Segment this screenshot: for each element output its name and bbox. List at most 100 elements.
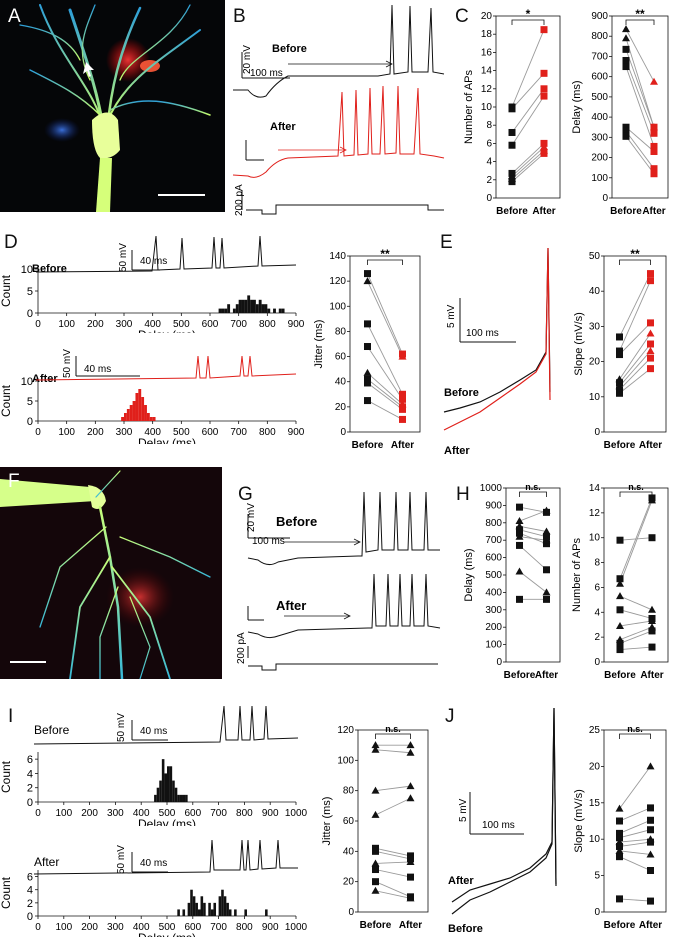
point-before xyxy=(508,105,516,113)
pair-line xyxy=(619,898,651,902)
point-after xyxy=(647,277,654,285)
chart-i-jitter: 0 20 40 60 80 100 120 Jitter (ms) Before After n.s… xyxy=(321,724,429,931)
significance-label: n.s. xyxy=(525,482,541,492)
traces-g: 20 mV 100 ms Before After 200 pA xyxy=(236,491,441,671)
y-tick-label: 200 xyxy=(485,622,502,633)
pair-line xyxy=(619,368,651,394)
scalebar-i-t-label: 40 ms xyxy=(140,726,167,737)
y-axis-label: Jitter (ms) xyxy=(321,797,333,846)
point-after xyxy=(399,390,406,398)
trace-d-before xyxy=(35,235,297,273)
point-after xyxy=(650,123,658,131)
hist-bar xyxy=(208,902,211,916)
hist-bar xyxy=(169,766,173,802)
x-tick-label-before: Before xyxy=(360,920,392,931)
hist-i-before: 0 2 4 6 0 100 200 300 400 500 600 700 800 900 1000 Dela… xyxy=(0,752,308,826)
trace-i-before xyxy=(33,705,299,745)
hist-bar xyxy=(177,909,180,916)
hist-bar xyxy=(149,417,153,421)
x-tick-label: 200 xyxy=(87,427,104,438)
point-after xyxy=(406,857,415,865)
x-tick-label: 500 xyxy=(173,427,190,438)
y-tick-label: 700 xyxy=(485,535,502,546)
point-after xyxy=(406,748,415,756)
significance-bracket xyxy=(519,491,547,497)
y-tick-label: 120 xyxy=(329,276,346,287)
pair-line xyxy=(375,890,411,899)
point-before xyxy=(616,834,623,842)
plot-frame xyxy=(349,255,421,433)
point-after xyxy=(647,897,654,905)
pair-line xyxy=(367,382,403,410)
y-tick-label: 0 xyxy=(27,797,33,809)
y-tick-label: 140 xyxy=(329,251,346,262)
x-tick-label-before: Before xyxy=(496,206,528,217)
pair-line xyxy=(619,595,653,611)
point-before xyxy=(616,575,624,583)
x-tick-label: 700 xyxy=(210,808,227,819)
point-after xyxy=(406,794,415,802)
x-tick-label: 0 xyxy=(35,427,41,438)
panel-label-c: C xyxy=(455,6,469,27)
x-tick-label: 400 xyxy=(144,319,161,330)
point-before xyxy=(622,63,630,71)
pair-line xyxy=(375,881,411,898)
y-tick-label: 80 xyxy=(343,786,355,797)
g-before-label: Before xyxy=(276,514,317,529)
significance-label: n.s. xyxy=(627,724,643,734)
x-tick-label: 900 xyxy=(288,427,305,438)
point-before xyxy=(515,567,524,575)
e-before-label: Before xyxy=(444,387,479,399)
point-before xyxy=(372,866,379,874)
point-before xyxy=(622,123,630,131)
point-after xyxy=(542,506,551,514)
point-after xyxy=(540,26,548,34)
point-after xyxy=(543,566,550,574)
hist-bar xyxy=(244,299,248,313)
pair-line xyxy=(519,545,547,571)
point-after xyxy=(650,165,658,173)
pair-line xyxy=(625,130,655,169)
pair-line xyxy=(619,626,653,641)
panel-label-e: E xyxy=(440,232,453,253)
pair-line xyxy=(511,88,545,133)
hist-bar xyxy=(218,308,222,313)
y-tick-label: 10 xyxy=(21,376,33,388)
y-tick-label: 400 xyxy=(485,587,502,598)
hist-bar xyxy=(255,304,259,313)
point-after xyxy=(543,595,550,603)
pair-line xyxy=(519,510,547,522)
x-tick-label: 400 xyxy=(133,922,150,933)
hist-bar xyxy=(135,393,139,421)
pair-line xyxy=(625,126,655,152)
y-tick-label: 10 xyxy=(589,834,601,845)
hist-bar xyxy=(278,308,282,313)
hist-bar xyxy=(161,759,165,802)
hist-bar xyxy=(152,417,156,421)
point-before xyxy=(364,343,371,351)
x-tick-label-after: After xyxy=(391,440,414,451)
scalebar-b-i-label: 200 pA xyxy=(234,184,245,216)
y-tick-label: 2 xyxy=(27,898,33,910)
pair-line xyxy=(619,497,653,579)
y-tick-label: 10 xyxy=(589,392,601,403)
y-tick-label: 2 xyxy=(594,632,600,643)
panel-label-g: G xyxy=(238,484,253,505)
plot-frame xyxy=(611,15,669,199)
y-tick-label: 5 xyxy=(27,396,33,408)
x-tick-label-after: After xyxy=(639,440,662,451)
hist-bar xyxy=(241,299,245,313)
plot-frame xyxy=(603,487,669,663)
pair-line xyxy=(625,60,655,134)
point-before xyxy=(616,536,624,544)
arrow-b-after-head xyxy=(339,146,347,154)
pair-line xyxy=(619,333,651,380)
point-before xyxy=(616,895,623,903)
pair-line xyxy=(619,646,653,651)
point-after xyxy=(648,496,656,504)
significance-label: ** xyxy=(630,247,640,261)
point-after xyxy=(647,804,654,812)
pair-line xyxy=(619,322,651,355)
pair-line xyxy=(367,400,403,420)
hist-bar xyxy=(187,902,191,916)
